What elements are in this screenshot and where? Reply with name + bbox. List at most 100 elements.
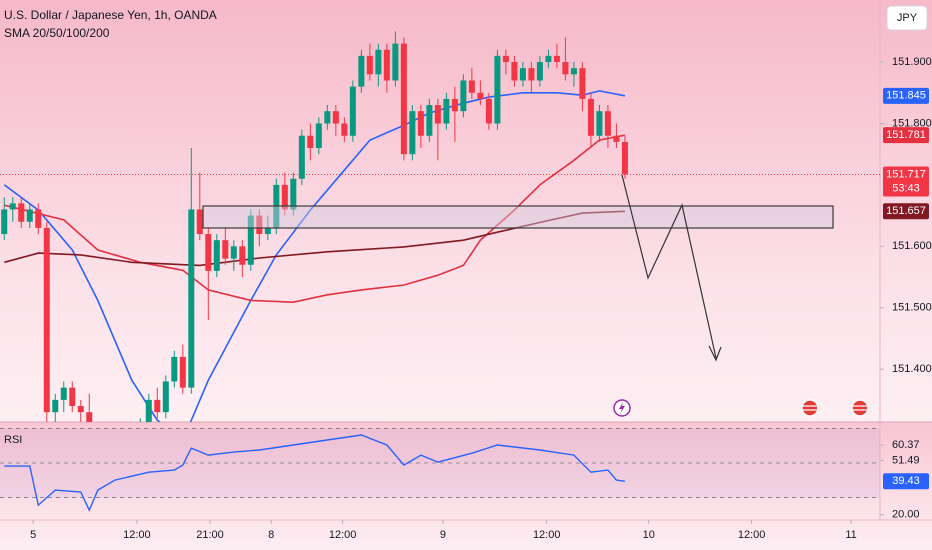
candle-body bbox=[26, 209, 33, 222]
flag-icon[interactable] bbox=[851, 399, 869, 417]
candle-body bbox=[570, 68, 577, 75]
candle-body bbox=[52, 399, 59, 413]
candle-body bbox=[86, 412, 93, 422]
candle-body bbox=[545, 55, 552, 63]
x-tick-label: 12:00 bbox=[533, 529, 561, 541]
y-tick-label: 151.600 bbox=[892, 240, 932, 252]
x-tick-label: 12:00 bbox=[329, 529, 357, 541]
y-tick-label: 151.400 bbox=[892, 363, 932, 375]
candle-body bbox=[69, 387, 76, 407]
x-tick-label: 11 bbox=[845, 529, 856, 541]
currency-button-label: JPY bbox=[897, 12, 918, 24]
candle-body bbox=[35, 209, 42, 228]
lower-pane bbox=[0, 422, 932, 550]
price-badge-label: 151.781 bbox=[886, 129, 926, 141]
rsi-badge-label: 39.43 bbox=[892, 475, 920, 487]
candle-body bbox=[562, 62, 569, 75]
candle-body bbox=[239, 246, 246, 265]
rsi-y-tick-label: 60.37 bbox=[892, 439, 920, 451]
candle-body bbox=[358, 55, 365, 87]
price-badge-label: 151.845 bbox=[886, 90, 926, 102]
x-tick-label: 10 bbox=[643, 529, 655, 541]
candle-body bbox=[519, 68, 526, 81]
candle-body bbox=[247, 215, 254, 265]
candle-body bbox=[511, 62, 518, 81]
candle-body bbox=[196, 209, 203, 235]
candle-body bbox=[213, 240, 220, 271]
candle-body bbox=[434, 105, 441, 124]
candle-body bbox=[43, 227, 50, 413]
zone-rectangle bbox=[202, 205, 834, 229]
x-tick-label: 5 bbox=[30, 529, 36, 541]
candle-body bbox=[171, 356, 178, 382]
candle-body bbox=[596, 111, 603, 136]
arrow-head bbox=[708, 345, 722, 362]
main-pane bbox=[0, 0, 932, 422]
candle-body bbox=[230, 246, 237, 259]
rsi-badge bbox=[883, 473, 929, 490]
x-tick-label: 9 bbox=[440, 529, 446, 541]
candle-body bbox=[579, 68, 586, 99]
candle-body bbox=[613, 135, 620, 142]
candle-body bbox=[400, 43, 407, 155]
projection-arrow bbox=[621, 174, 717, 359]
candle-body bbox=[162, 381, 169, 413]
candle-body bbox=[417, 111, 424, 136]
candle-body bbox=[77, 406, 84, 413]
x-tick-label: 21:00 bbox=[196, 529, 224, 541]
candle-body bbox=[298, 135, 305, 179]
rsi-line bbox=[4, 434, 625, 512]
candle-body bbox=[222, 240, 229, 259]
y-tick-label: 151.900 bbox=[892, 56, 932, 68]
candle-body bbox=[468, 80, 475, 93]
candle-body bbox=[409, 111, 416, 155]
candle-body bbox=[205, 234, 212, 271]
chart-title: U.S. Dollar / Japanese Yen, 1h, OANDA bbox=[4, 8, 217, 22]
sma-line bbox=[4, 210, 625, 267]
candle-body bbox=[621, 141, 628, 175]
candle-body bbox=[256, 215, 263, 235]
candle-body bbox=[587, 98, 594, 136]
y-tick-label: 151.500 bbox=[892, 302, 932, 314]
candle-body bbox=[494, 55, 501, 124]
candle-body bbox=[460, 80, 467, 112]
price-badge bbox=[883, 87, 929, 104]
candle-body bbox=[502, 55, 509, 63]
flag-icon[interactable] bbox=[801, 399, 819, 417]
rsi-y-tick-label: 20.00 bbox=[892, 509, 920, 521]
candle-body bbox=[179, 356, 186, 388]
rsi-label: RSI bbox=[4, 434, 22, 446]
candle-body bbox=[383, 49, 390, 81]
candle-body bbox=[324, 111, 331, 124]
candle-body bbox=[604, 111, 611, 136]
flag-stripes bbox=[803, 405, 817, 411]
candle-body bbox=[485, 98, 492, 124]
candle-body bbox=[307, 135, 314, 149]
indicator-label: SMA 20/50/100/200 bbox=[4, 26, 110, 40]
candle-body bbox=[366, 55, 373, 75]
candle-body bbox=[154, 399, 161, 413]
candle-body bbox=[477, 92, 484, 99]
candle-body bbox=[9, 203, 16, 210]
event-icon-bolt bbox=[619, 402, 625, 414]
candle-body bbox=[536, 62, 543, 81]
price-badge bbox=[883, 127, 929, 144]
candle-body bbox=[290, 178, 297, 210]
price-badge bbox=[883, 203, 929, 220]
currency-button[interactable] bbox=[886, 5, 928, 31]
candle-body bbox=[392, 43, 399, 81]
candle-body bbox=[553, 55, 560, 63]
candle-body bbox=[528, 68, 535, 81]
price-badge bbox=[883, 166, 929, 197]
candle-body bbox=[349, 86, 356, 136]
x-tick-label: 12:00 bbox=[738, 529, 766, 541]
candle-body bbox=[264, 227, 271, 235]
candle-body bbox=[18, 203, 25, 222]
flag-stripes bbox=[853, 405, 867, 411]
candle-body bbox=[145, 399, 152, 422]
candle-body bbox=[426, 105, 433, 136]
countdown-label: 53:43 bbox=[892, 182, 920, 194]
candle-body bbox=[315, 123, 322, 149]
candle-body bbox=[443, 98, 450, 124]
